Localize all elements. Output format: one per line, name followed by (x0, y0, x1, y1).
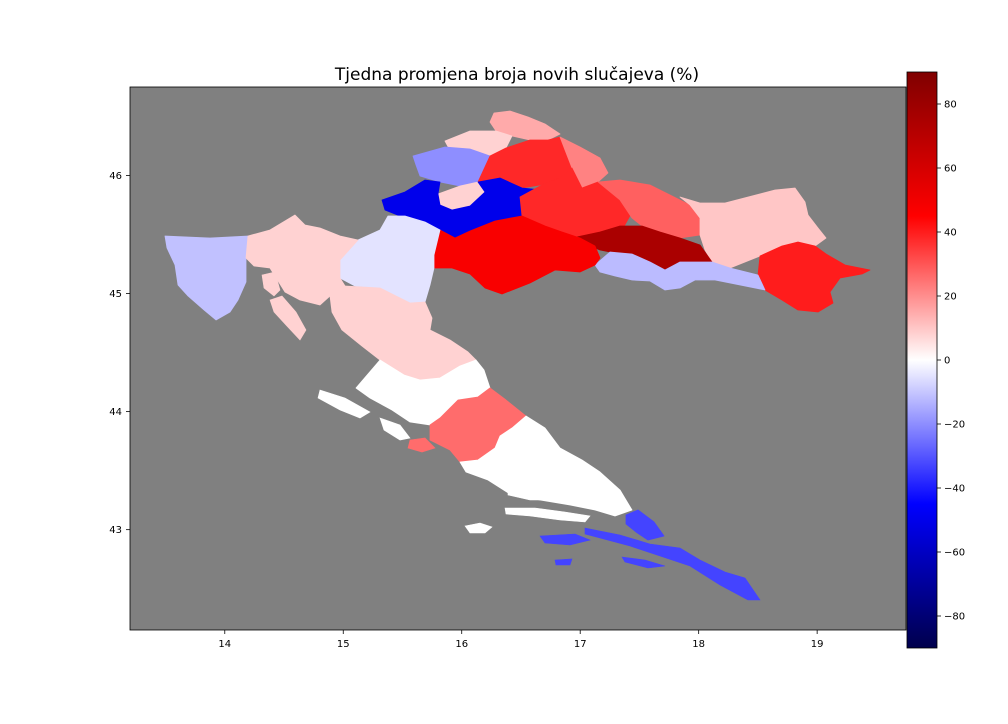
region-licko-senjska (329, 285, 477, 381)
x-tick-label: 18 (692, 639, 705, 650)
island-sibensko-kninska-11 (407, 437, 436, 453)
colorbar-tick-label: 20 (944, 292, 957, 303)
x-tick-label: 16 (455, 639, 468, 650)
x-tick-label: 14 (218, 639, 231, 650)
colorbar-tick-label: −20 (944, 420, 965, 431)
axes-frame (129, 86, 907, 631)
region-brodsko-posavska (594, 251, 766, 291)
region-sisacko-moslavacka (433, 215, 601, 295)
island-splitsko-dalmatinska-1 (504, 507, 591, 523)
region-vukovarsko-srijemska (757, 241, 871, 313)
map-group: 14 15 16 17 18 19 43 44 45 46 (109, 86, 907, 650)
island-primorsko-goranska-8 (261, 271, 281, 297)
colorbar-tick-label: −80 (944, 612, 965, 623)
island-zadarska-9 (317, 389, 371, 419)
colorbar-tick-label: −40 (944, 484, 965, 495)
island-splitsko-dalmatinska-0 (507, 487, 566, 501)
colorbar-tick-label: 40 (944, 228, 957, 239)
x-tick-label: 15 (337, 639, 350, 650)
colorbar-group: −80 −60 −40 −20 0 20 40 60 80 (906, 71, 965, 649)
y-tick-label: 45 (109, 289, 122, 300)
region-primorsko-goranska (245, 214, 359, 306)
y-tick-label: 44 (109, 407, 122, 418)
colorbar-tick-label: 0 (944, 356, 950, 367)
region-dubrovacko-neretvanska (625, 509, 665, 541)
chart-title: Tjedna promjena broja novih slučajeva (%… (334, 65, 699, 85)
y-tick-label: 43 (109, 525, 122, 536)
island-licko-senjska-7 (269, 295, 307, 341)
island-dubrovacko-neretvanska-5 (621, 556, 666, 569)
colorbar-tick-label: 60 (944, 164, 957, 175)
x-tick-label: 17 (574, 639, 587, 650)
colorbar-tick-label: 80 (944, 100, 957, 111)
island-dubrovacko-neretvanska-6 (554, 558, 573, 566)
island-dubrovacko-neretvanska-4 (539, 533, 591, 546)
island-dubrovacko-neretvanska-3 (584, 527, 761, 601)
y-tick-label: 46 (109, 171, 122, 182)
island-zadarska-10 (379, 417, 411, 441)
island-splitsko-dalmatinska-2 (464, 522, 493, 534)
x-tick-label: 19 (811, 639, 824, 650)
colorbar-tick-label: −60 (944, 548, 965, 559)
colorbar (906, 71, 938, 649)
